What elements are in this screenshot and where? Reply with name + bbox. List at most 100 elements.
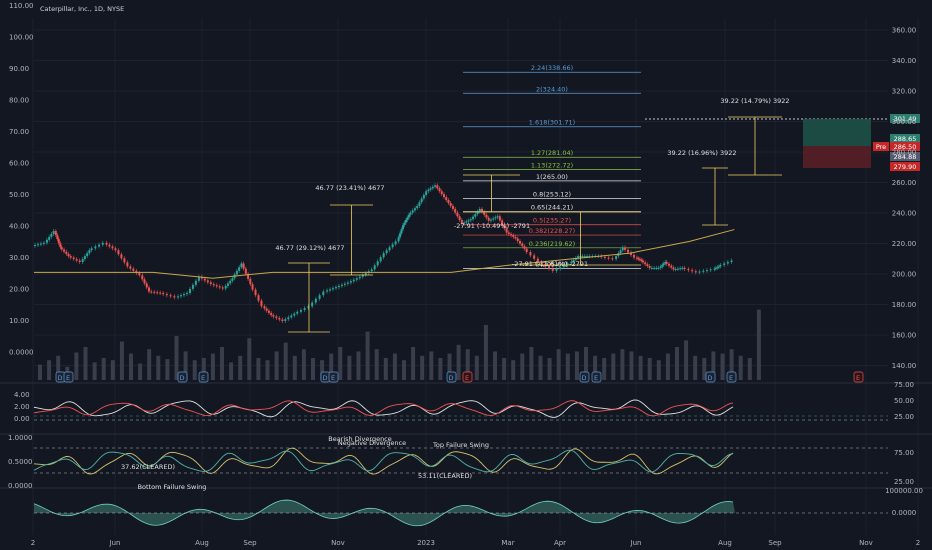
candle-body bbox=[59, 243, 62, 248]
candle-body bbox=[662, 263, 665, 265]
event-marker-text: D bbox=[179, 374, 184, 382]
volume-bar bbox=[83, 347, 88, 380]
candle-body bbox=[129, 266, 132, 269]
candle-body bbox=[83, 256, 86, 260]
volume-bar bbox=[392, 353, 397, 380]
candle-body bbox=[188, 288, 191, 293]
candle-body bbox=[709, 269, 712, 271]
indicator-panels: 4.00 2.00 0.00 75.00 50.00 25.00 1.0000 0.5000 0… bbox=[0, 381, 932, 527]
rsi-line bbox=[33, 399, 734, 418]
candle-body bbox=[449, 203, 452, 206]
candle-body bbox=[481, 208, 483, 212]
candle-body bbox=[726, 262, 729, 264]
candle-body bbox=[635, 257, 638, 259]
price-tick-label: 320.00 bbox=[892, 88, 917, 96]
volume-bar bbox=[593, 355, 598, 380]
candle-body bbox=[247, 273, 250, 279]
candle-body bbox=[570, 261, 573, 264]
candle-body bbox=[683, 267, 686, 270]
volume-bar bbox=[38, 364, 42, 380]
candle-body bbox=[373, 265, 376, 270]
candle-body bbox=[458, 216, 461, 220]
event-marker-text: D bbox=[707, 374, 712, 382]
candle-body bbox=[436, 185, 439, 189]
candle-body bbox=[655, 267, 658, 269]
candle-body bbox=[54, 231, 57, 236]
candle-body bbox=[191, 284, 194, 289]
price-label-text: 279.90 bbox=[894, 163, 917, 171]
event-marker-box bbox=[177, 371, 188, 383]
rsi-signal-line bbox=[33, 400, 734, 417]
candle-body bbox=[422, 194, 425, 199]
candle-body bbox=[615, 256, 618, 260]
candle-body bbox=[159, 292, 162, 294]
stoch-left-tick: 0.0000 bbox=[8, 482, 33, 490]
candle-body bbox=[407, 214, 410, 218]
price-label-text: 286.50 bbox=[894, 143, 917, 151]
candle-body bbox=[385, 250, 388, 254]
pre-label-text: Pre bbox=[876, 143, 886, 151]
candle-body bbox=[117, 250, 120, 255]
event-marker-text: E bbox=[66, 374, 70, 382]
candle-body bbox=[640, 259, 643, 261]
candle-body bbox=[370, 269, 373, 272]
candle-body bbox=[147, 287, 150, 292]
candle-body bbox=[583, 256, 586, 258]
candle-body bbox=[75, 259, 78, 261]
left-tick-label: 110.00 bbox=[9, 2, 34, 10]
candle-body bbox=[411, 210, 414, 213]
fib-level-label: 1.618(301.71) bbox=[529, 119, 575, 127]
candle-body bbox=[235, 270, 238, 275]
candle-body bbox=[621, 247, 624, 251]
price-label-text: 288.65 bbox=[894, 135, 917, 143]
candle-body bbox=[641, 260, 644, 263]
candle-body bbox=[540, 262, 543, 265]
obv-line bbox=[33, 499, 734, 527]
event-marker-text: E bbox=[201, 374, 205, 382]
fib-levels: 2.24(338.66) 2(324.40) 1.618(301.71) 1.27(2… bbox=[463, 64, 641, 269]
candle-body bbox=[637, 258, 640, 260]
candle-body bbox=[105, 242, 108, 245]
price-tick-label: 260.00 bbox=[892, 179, 917, 187]
candle-body bbox=[67, 253, 70, 257]
candle-body bbox=[648, 266, 651, 268]
volume-bar bbox=[747, 358, 752, 380]
price-tick-label: 360.00 bbox=[892, 27, 917, 35]
event-marker-text: E bbox=[856, 374, 860, 382]
candle-body bbox=[624, 247, 627, 250]
candle-body bbox=[420, 198, 423, 203]
volume-bar bbox=[693, 355, 698, 380]
fib-level-label: 1.13(272.72) bbox=[531, 161, 573, 169]
candle-body bbox=[438, 188, 441, 192]
candle-body bbox=[588, 256, 591, 258]
volume-bar bbox=[220, 347, 224, 380]
fib-level-label: 0.65(244.21) bbox=[531, 204, 573, 212]
candle-body bbox=[90, 248, 93, 251]
candle-body bbox=[290, 315, 293, 318]
price-tick-label: 200.00 bbox=[892, 271, 917, 279]
left-tick-label: 20.00 bbox=[9, 286, 29, 294]
candle-body bbox=[676, 268, 679, 270]
candle-body bbox=[503, 224, 506, 229]
stoch-left-tick: 0.5000 bbox=[8, 458, 33, 466]
candle-body bbox=[272, 315, 275, 317]
candle-body bbox=[694, 271, 697, 273]
candle-body bbox=[577, 256, 580, 258]
candle-body bbox=[525, 248, 528, 253]
volume-bar bbox=[402, 360, 406, 380]
volume-bar bbox=[675, 347, 679, 380]
candle-body bbox=[667, 263, 670, 266]
candle-body bbox=[555, 269, 558, 271]
price-label-box bbox=[890, 114, 920, 123]
candle-body bbox=[487, 217, 490, 221]
candle-body bbox=[114, 248, 117, 251]
candle-body bbox=[607, 257, 610, 259]
candle-body bbox=[329, 289, 332, 291]
candle-body bbox=[714, 267, 717, 269]
candle-body bbox=[94, 246, 97, 249]
candle-body bbox=[270, 312, 273, 316]
volume-bar bbox=[92, 362, 97, 380]
candle-body bbox=[659, 266, 662, 268]
candle-body bbox=[111, 246, 114, 249]
